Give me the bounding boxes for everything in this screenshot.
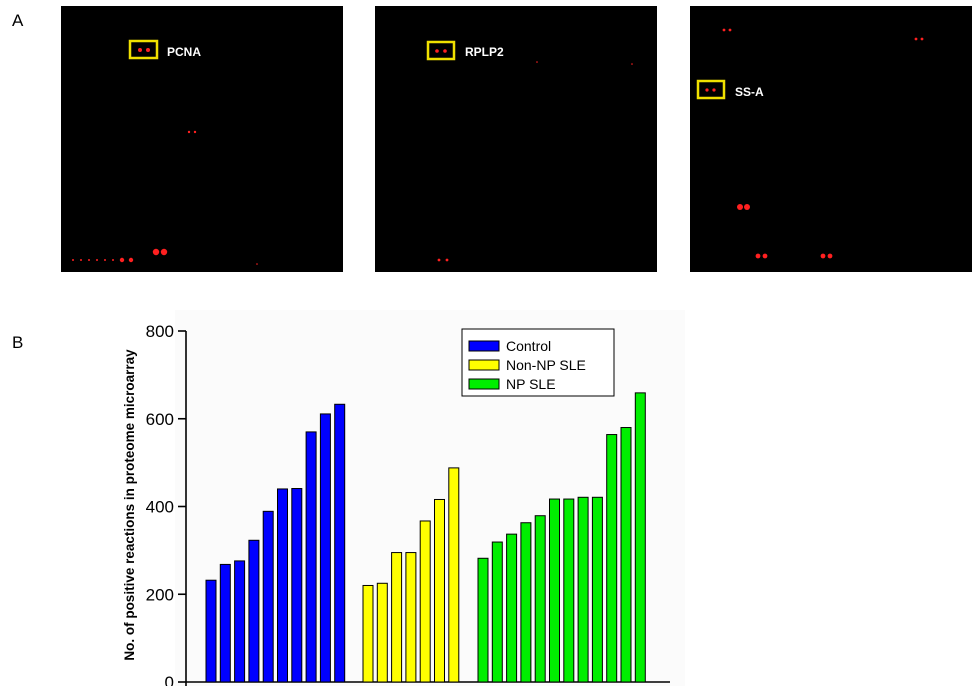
y-tick-label: 400 xyxy=(146,498,174,517)
bar-non-np-sle-1 xyxy=(362,584,374,683)
microarray-image-ssa: SS-A xyxy=(690,6,972,272)
bar-control-1 xyxy=(205,579,217,683)
microarray-image-pcna: PCNA xyxy=(61,6,343,272)
y-tick-label: 0 xyxy=(165,673,174,686)
bar-np-sle-5 xyxy=(534,515,546,683)
legend-swatch xyxy=(468,340,500,352)
microarray-image-rplp2: RPLP2 xyxy=(375,6,657,272)
panel-a-letter: A xyxy=(12,11,24,30)
bar-non-np-sle-4 xyxy=(405,552,417,683)
bar-np-sle-12 xyxy=(634,392,646,683)
bar-control-7 xyxy=(291,488,303,683)
bar-non-np-sle-3 xyxy=(391,552,403,683)
bar-non-np-sle-6 xyxy=(434,498,445,683)
bar-control-6 xyxy=(277,488,288,683)
bar-np-sle-10 xyxy=(606,434,618,683)
bar-non-np-sle-7 xyxy=(448,467,460,683)
panel-b-letter: B xyxy=(12,333,24,352)
legend-swatch xyxy=(468,359,500,371)
y-tick-label: 800 xyxy=(146,322,174,341)
bar-control-9 xyxy=(319,413,331,683)
bar-np-sle-11 xyxy=(620,427,632,683)
y-tick-label: 200 xyxy=(146,585,174,604)
bar-np-sle-9 xyxy=(591,496,603,683)
legend-swatch xyxy=(468,378,500,390)
bar-np-sle-2 xyxy=(491,541,503,683)
array-label-pcna: PCNA xyxy=(167,45,201,59)
legend-entry: Non-NP SLE xyxy=(506,357,586,373)
bar-non-np-sle-5 xyxy=(419,520,431,683)
bar-control-10 xyxy=(334,403,346,683)
legend-box xyxy=(461,328,615,397)
bar-np-sle-3 xyxy=(506,533,518,683)
bar-non-np-sle-2 xyxy=(376,582,388,683)
bar-control-4 xyxy=(248,539,260,683)
bar-np-sle-6 xyxy=(549,498,560,683)
bar-control-3 xyxy=(234,560,246,683)
array-label-ssa: SS-A xyxy=(735,85,764,99)
bar-control-5 xyxy=(262,510,274,683)
bar-control-8 xyxy=(305,431,317,683)
legend: Control Non-NP SLE NP SLE xyxy=(461,328,615,397)
legend-entry: NP SLE xyxy=(506,376,556,392)
bar-np-sle-1 xyxy=(477,557,489,683)
bar-np-sle-7 xyxy=(563,498,575,683)
bar-control-2 xyxy=(219,563,231,683)
bar-np-sle-4 xyxy=(520,522,532,683)
bar-chart: No. of positive reactions in proteome mi… xyxy=(110,300,700,686)
array-label-rplp2: RPLP2 xyxy=(465,45,504,59)
bar-np-sle-8 xyxy=(577,496,589,683)
legend-entry: Control xyxy=(506,338,551,354)
y-axis-label: No. of positive reactions in proteome mi… xyxy=(122,349,137,661)
y-tick-label: 600 xyxy=(146,410,174,429)
